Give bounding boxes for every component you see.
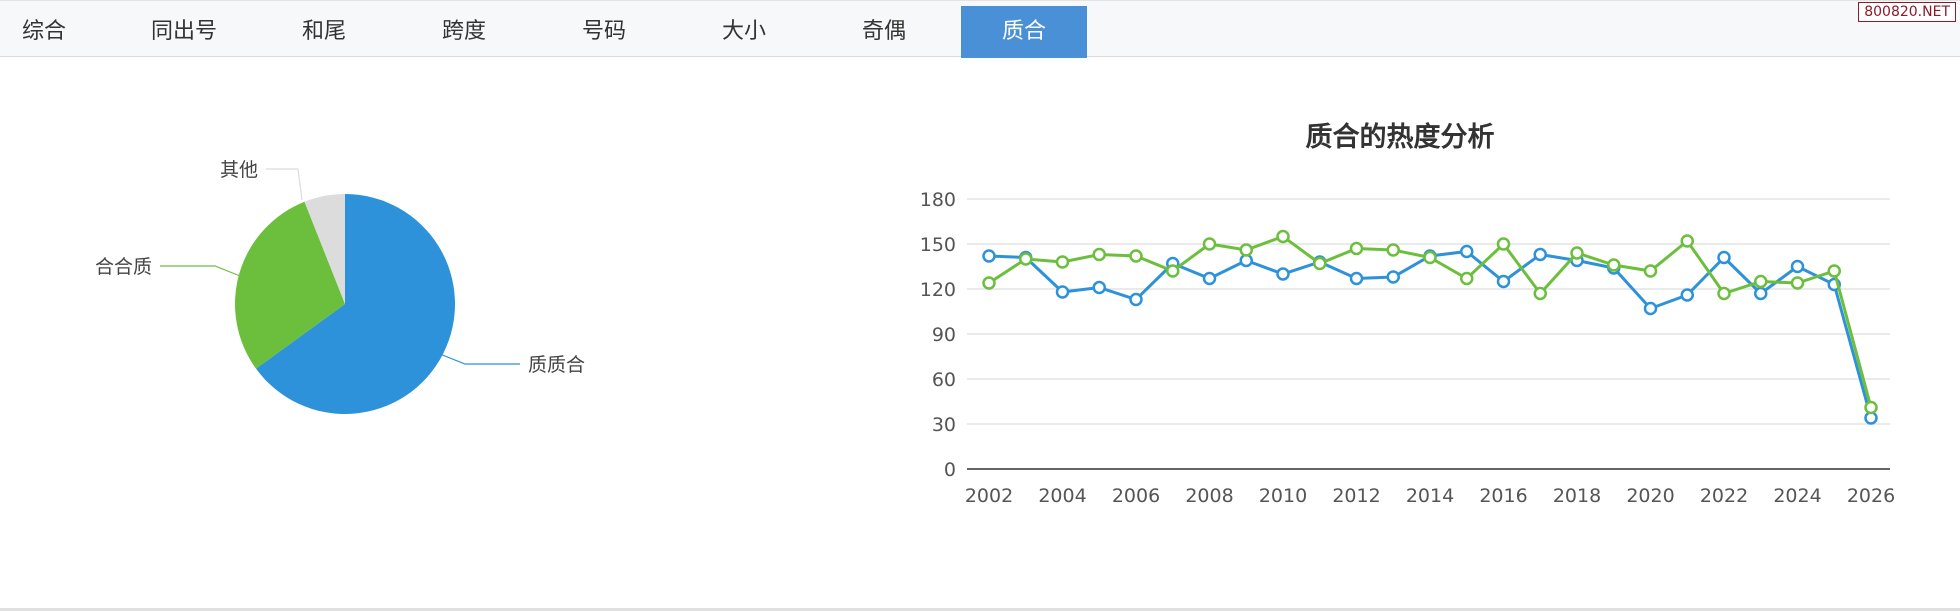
data-point (1460, 244, 1474, 259)
tab-3[interactable]: 跨度 (441, 19, 486, 44)
data-point (1643, 301, 1658, 316)
data-point (1276, 229, 1290, 244)
tab-0[interactable]: 综合 (21, 19, 66, 44)
data-point (1202, 237, 1217, 251)
x-tick-label: 2016 (1479, 485, 1527, 507)
data-point (1864, 400, 1878, 415)
tab-bar: 综合 同出号 和尾 跨度 号码 大小 奇偶 质合 (0, 0, 1960, 58)
line-chart: 质合的热度分析 0 30 60 90 120 150 180 2002 2004 2006 2008 2… (920, 121, 1895, 507)
data-point (1349, 271, 1364, 286)
pie-label: 质质合 (528, 354, 585, 376)
data-point (1607, 258, 1621, 272)
data-point (982, 249, 996, 263)
data-point (1570, 246, 1584, 260)
x-tick-label: 2020 (1626, 485, 1674, 507)
x-tick-label: 2022 (1700, 485, 1748, 507)
data-point (1092, 280, 1106, 295)
tab-1[interactable]: 同出号 (150, 19, 217, 44)
data-point (1202, 271, 1217, 286)
data-point (1460, 271, 1474, 286)
tab-5[interactable]: 大小 (721, 19, 766, 44)
pie-label: 其他 (220, 159, 258, 181)
data-point (1754, 286, 1768, 301)
pie-label-line (160, 265, 241, 277)
x-tick-label: 2024 (1773, 485, 1821, 507)
data-point (1055, 285, 1070, 299)
y-tick-label: 90 (932, 324, 956, 346)
x-tick-label: 2026 (1847, 485, 1895, 507)
data-point (982, 276, 996, 290)
bottom-divider (0, 608, 1960, 611)
data-point (1019, 252, 1033, 266)
x-tick-label: 2002 (965, 485, 1013, 507)
data-point (1349, 241, 1364, 256)
x-tick-label: 2006 (1112, 485, 1160, 507)
x-tick-label: 2012 (1332, 485, 1380, 507)
pie-chart: 质质合 合合质 其他 (95, 159, 585, 415)
y-tick-label: 0 (944, 459, 956, 481)
data-point (1496, 237, 1511, 251)
pie-label-line (429, 349, 520, 365)
data-point (1754, 274, 1768, 289)
data-point (1313, 256, 1327, 271)
pie-slice (256, 194, 455, 415)
chart-title: 质合的热度分析 (1306, 121, 1495, 153)
data-point (1643, 264, 1658, 278)
watermark: 800820.NET (1858, 2, 1956, 22)
pie-label: 合合质 (95, 256, 152, 278)
y-tick-label: 150 (920, 234, 956, 256)
x-tick-label: 2008 (1185, 485, 1233, 507)
x-tick-label: 2010 (1259, 485, 1307, 507)
y-tick-label: 60 (932, 369, 956, 391)
data-point (1680, 234, 1694, 248)
pie-label-line (266, 168, 303, 201)
data-point (1166, 264, 1180, 278)
data-point (1533, 247, 1547, 262)
tab-2[interactable]: 和尾 (301, 19, 346, 44)
y-tick-label: 30 (932, 414, 956, 436)
tab-4[interactable]: 号码 (581, 19, 626, 44)
data-point (1717, 250, 1731, 265)
data-point (1092, 247, 1106, 262)
data-point (1533, 286, 1547, 301)
tab-6[interactable]: 奇偶 (861, 19, 906, 44)
y-tick-label: 120 (920, 279, 956, 301)
pie-slice (234, 201, 345, 369)
data-point (1386, 270, 1400, 284)
data-point (1680, 288, 1694, 302)
data-point (1790, 276, 1805, 290)
data-point (1423, 250, 1437, 265)
x-tick-label: 2004 (1038, 485, 1086, 507)
tab-7[interactable]: 质合 (961, 6, 1087, 58)
data-point (1790, 259, 1805, 274)
data-point (1717, 286, 1731, 301)
data-point (1827, 264, 1841, 278)
data-point (1239, 243, 1253, 257)
pie-slice (304, 194, 345, 304)
y-tick-label: 180 (920, 189, 956, 211)
data-point (1129, 292, 1143, 307)
x-tick-label: 2018 (1553, 485, 1601, 507)
data-point (1276, 267, 1290, 281)
data-point (1129, 249, 1143, 263)
data-point (1386, 243, 1400, 257)
data-point (1055, 255, 1070, 269)
x-tick-label: 2014 (1406, 485, 1454, 507)
data-point (1496, 274, 1511, 289)
